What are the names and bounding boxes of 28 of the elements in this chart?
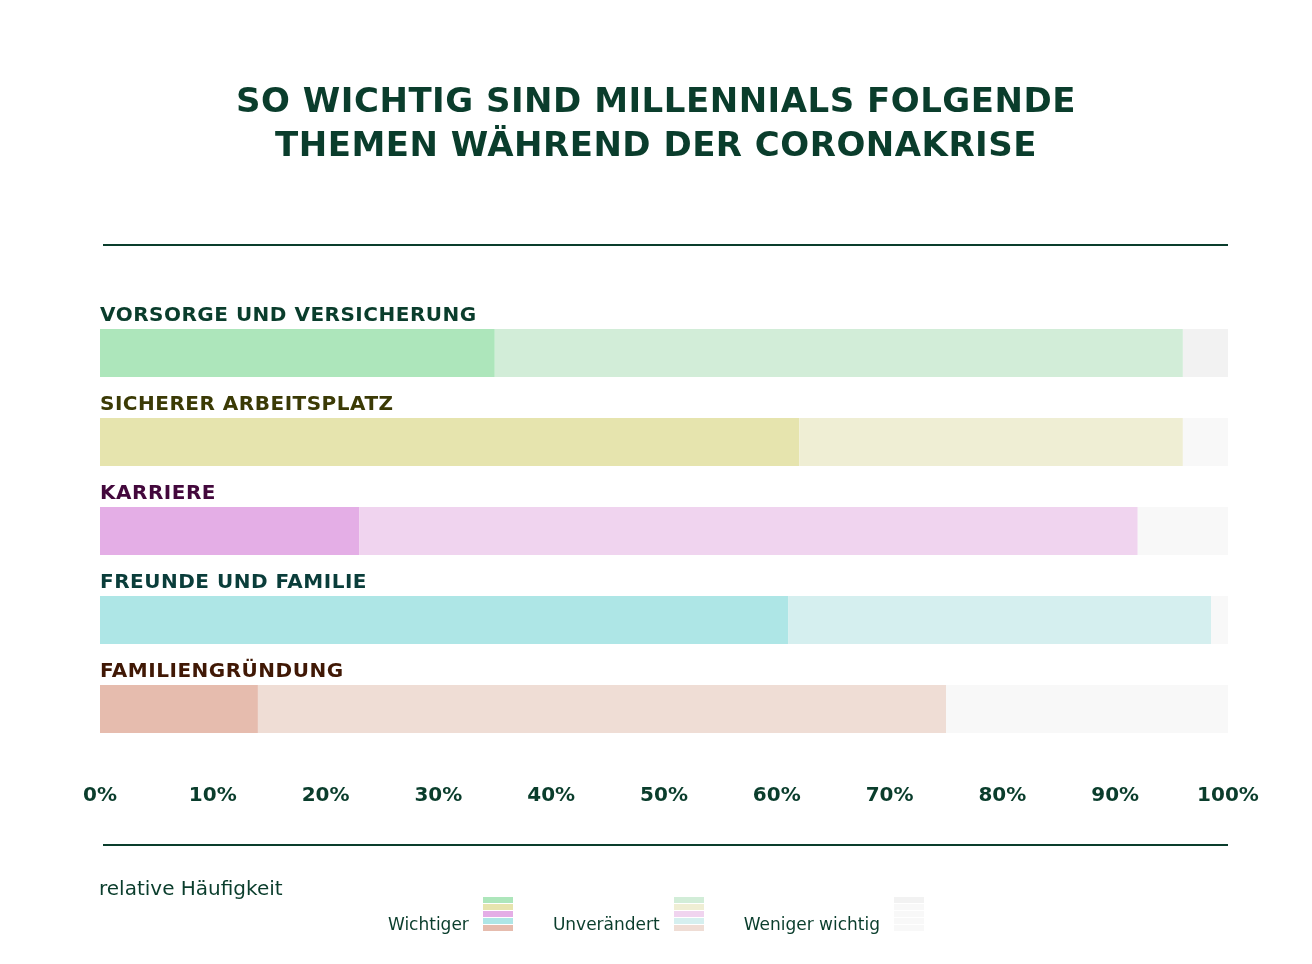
bar (100, 507, 360, 555)
y-tick-label: VORSORGE UND VERSICHERUNG (100, 302, 477, 326)
legend-label: Unverändert (552, 914, 660, 934)
x-tick-label: 40% (527, 782, 576, 806)
x-tick-label: 60% (752, 782, 801, 806)
x-tick-label: 0% (83, 782, 117, 806)
bar (494, 329, 1183, 377)
x-tick-label: 20% (301, 782, 350, 806)
y-tick-label: KARRIERE (100, 480, 216, 504)
x-tick-label: 100% (1197, 782, 1259, 806)
y-tick-label: FAMILIENGRÜNDUNG (100, 658, 344, 682)
bar (1182, 329, 1228, 377)
y-tick-label: FREUNDE UND FAMILIE (100, 569, 368, 593)
bar (100, 685, 258, 733)
x-tick-label: 90% (1091, 782, 1140, 806)
legend-label: Wichtiger (387, 914, 469, 934)
bar (100, 418, 800, 466)
legend-label: Weniger wichtig (743, 914, 881, 934)
x-tick-label: 10% (188, 782, 237, 806)
x-axis-title: relative Häufigkeit (99, 876, 283, 900)
x-tick-label: 30% (414, 782, 463, 806)
bar (100, 596, 789, 644)
chart-title: SO WICHTIG SIND MILLENNIALS FOLGENDE THEMEN WÄHREND DER CORONAKRISE (235, 79, 1077, 166)
x-tick-label: 70% (865, 782, 914, 806)
bar (100, 329, 495, 377)
y-tick-label: SICHERER ARBEITSPLATZ (100, 391, 394, 415)
x-tick-label: 80% (978, 782, 1027, 806)
x-tick-label: 50% (640, 782, 688, 806)
